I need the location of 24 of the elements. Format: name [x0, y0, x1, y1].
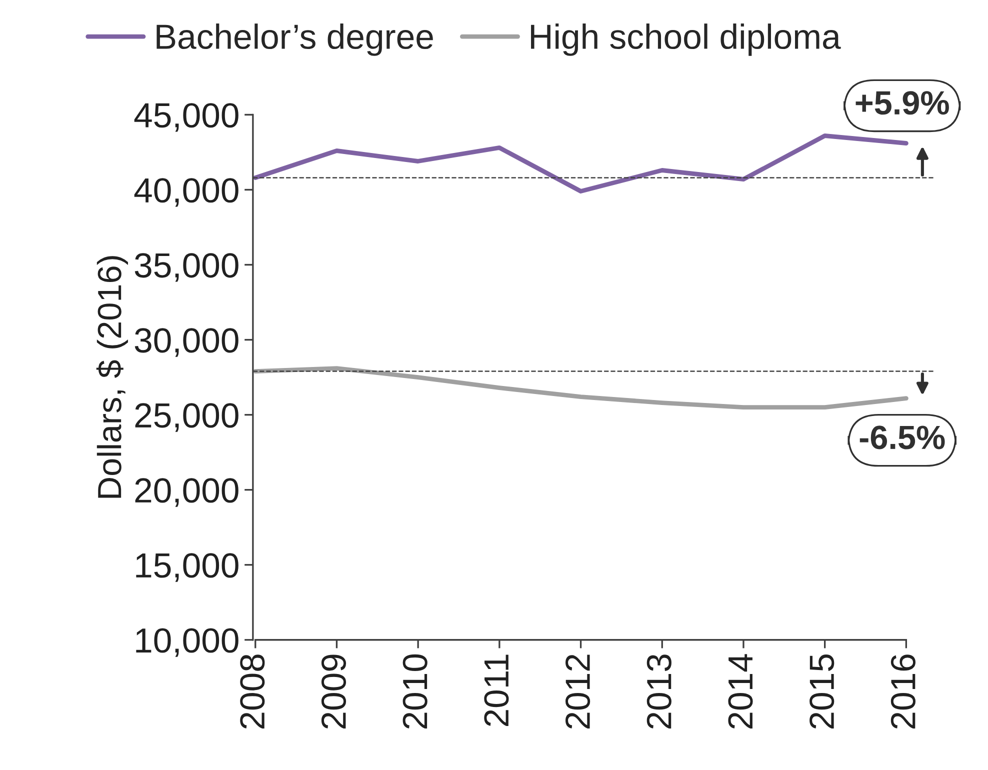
y-axis-title: Dollars, $ (2016) [96, 256, 128, 498]
y-tick-label: 45,000 [134, 103, 238, 132]
annotation: +5.9% [856, 91, 949, 115]
annotation: -6.5% [860, 426, 945, 450]
x-tick-label: 2008 [240, 654, 265, 729]
x-tick-label: 2010 [402, 654, 428, 729]
y-tick-label: 20,000 [135, 478, 238, 507]
line-series [253, 134, 908, 194]
x-tick-label: 2016 [890, 654, 916, 729]
x-tick-label: 2013 [646, 654, 672, 729]
y-tick-label: 30,000 [134, 328, 238, 357]
legend-label: High school diploma [531, 24, 841, 56]
x-tick-label: 2011 [484, 654, 509, 726]
y-tick-label: 25,000 [135, 403, 238, 432]
line-series [253, 366, 908, 410]
y-tick-label: 40,000 [134, 178, 238, 207]
legend-label: Bachelor’s degree [156, 24, 433, 56]
y-tick-label: 15,000 [136, 553, 238, 582]
y-tick-label: 35,000 [134, 253, 238, 282]
x-tick-label: 2015 [810, 654, 834, 729]
x-tick-label: 2009 [321, 654, 346, 729]
y-tick-label: 10,000 [136, 628, 238, 657]
x-tick-label: 2014 [728, 654, 753, 729]
x-tick-label: 2012 [566, 654, 590, 729]
